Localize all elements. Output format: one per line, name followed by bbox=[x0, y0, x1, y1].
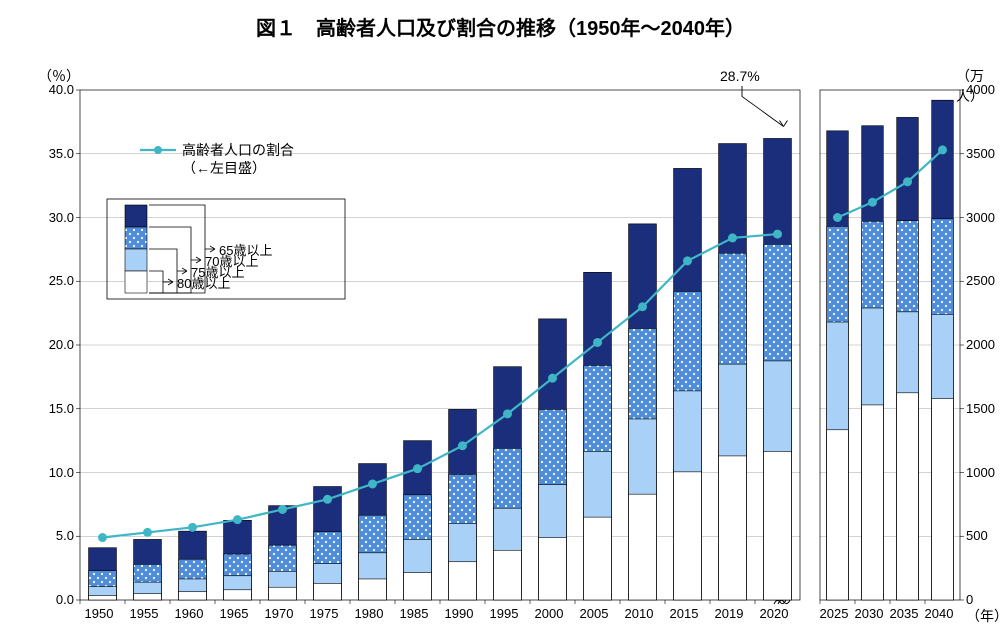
chart-root: 図１ 高齢者人口及び割合の推移（1950年～2040年） 19501955196… bbox=[0, 0, 1001, 644]
x-tick-label: 2015 bbox=[670, 606, 699, 621]
y-right-tick-label: 2000 bbox=[966, 337, 995, 352]
legend-line-label-b: （←左目盛） bbox=[182, 158, 266, 178]
y-right-tick-label: 1000 bbox=[966, 465, 995, 480]
legend-stack-label: 80歳以上 bbox=[177, 273, 230, 292]
x-tick-label: 1985 bbox=[400, 606, 429, 621]
y-left-tick-label: 25.0 bbox=[49, 273, 74, 288]
x-tick-label: 2040 bbox=[925, 606, 954, 621]
y-left-tick-label: 30.0 bbox=[49, 210, 74, 225]
x-tick-label: 1970 bbox=[265, 606, 294, 621]
x-tick-label: 2025 bbox=[820, 606, 849, 621]
y-right-tick-label: 2500 bbox=[966, 273, 995, 288]
y-right-axis-label: （万人） bbox=[956, 66, 1001, 106]
x-tick-label: 2030 bbox=[855, 606, 884, 621]
y-left-tick-label: 10.0 bbox=[49, 465, 74, 480]
y-right-tick-label: 500 bbox=[966, 528, 988, 543]
x-tick-label: 1960 bbox=[175, 606, 204, 621]
x-tick-label: 2005 bbox=[580, 606, 609, 621]
y-right-tick-label: 0 bbox=[966, 592, 973, 607]
x-tick-label: 1955 bbox=[130, 606, 159, 621]
x-tick-label: 1975 bbox=[310, 606, 339, 621]
x-tick-label: 2010 bbox=[625, 606, 654, 621]
y-left-tick-label: 0.0 bbox=[56, 592, 74, 607]
x-tick-label: 2019 bbox=[715, 606, 744, 621]
y-right-tick-label: 3000 bbox=[966, 210, 995, 225]
x-axis-label: （年） bbox=[966, 606, 1001, 626]
y-left-axis-label: （％） bbox=[38, 66, 80, 86]
x-tick-label: 1965 bbox=[220, 606, 249, 621]
x-tick-label: 2000 bbox=[535, 606, 564, 621]
legend-line-label-a: 高齢者人口の割合 bbox=[182, 140, 294, 160]
y-left-tick-label: 5.0 bbox=[56, 528, 74, 543]
x-tick-label: 2035 bbox=[890, 606, 919, 621]
y-left-tick-label: 35.0 bbox=[49, 146, 74, 161]
x-tick-label: 1990 bbox=[445, 606, 474, 621]
y-left-tick-label: 20.0 bbox=[49, 337, 74, 352]
y-right-tick-label: 1500 bbox=[966, 401, 995, 416]
chart-svg bbox=[0, 0, 1001, 644]
y-left-tick-label: 15.0 bbox=[49, 401, 74, 416]
y-right-tick-label: 3500 bbox=[966, 146, 995, 161]
annotation-label: 28.7% bbox=[720, 68, 760, 84]
x-tick-label: 2020 bbox=[760, 606, 789, 621]
x-tick-label: 1980 bbox=[355, 606, 384, 621]
x-tick-label: 1950 bbox=[85, 606, 114, 621]
x-tick-label: 1995 bbox=[490, 606, 519, 621]
